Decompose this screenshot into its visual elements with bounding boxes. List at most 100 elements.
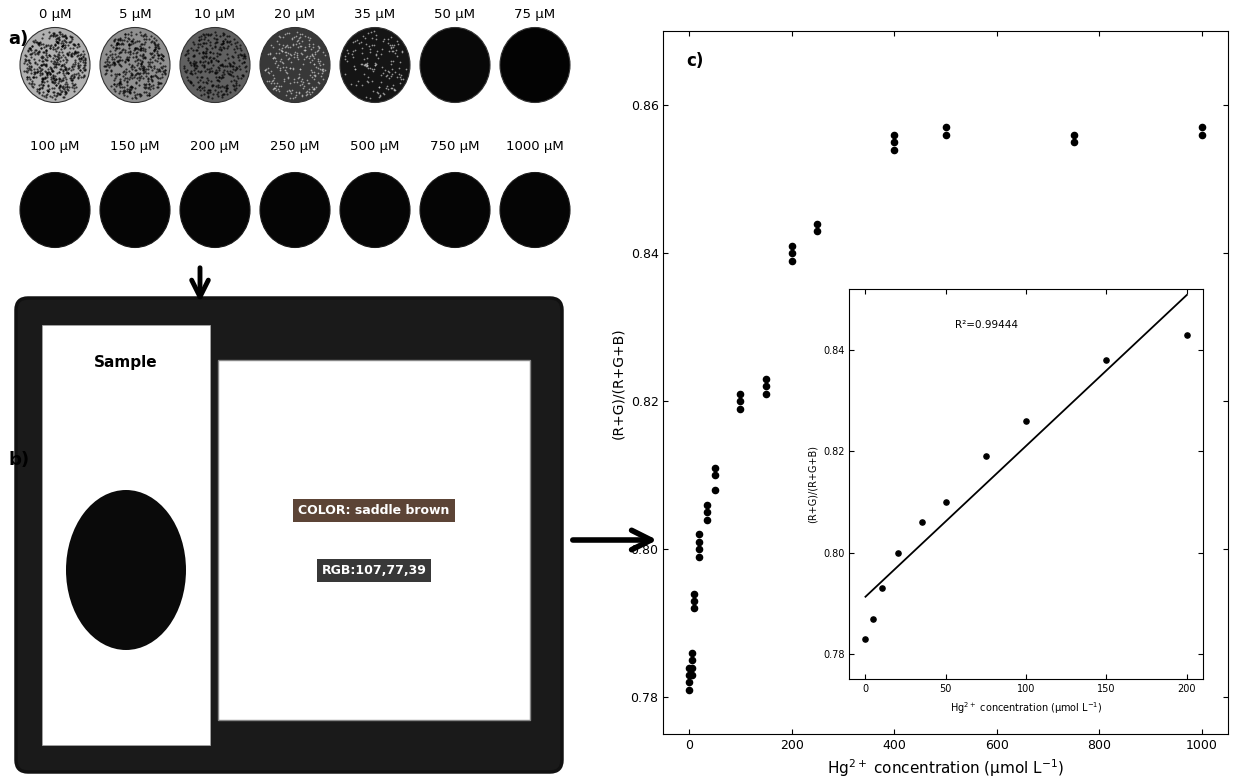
Point [148,71,167,84]
Point [361,26,381,38]
Point [192,51,212,63]
Point [231,62,250,75]
Point [280,85,300,98]
Text: 100 μM: 100 μM [30,140,79,153]
Point [123,60,143,73]
Point [100,69,120,81]
Point [213,87,233,100]
Point [213,37,233,50]
Point [233,55,253,68]
Point [55,51,74,63]
Point [37,84,57,96]
Point [195,46,215,59]
Point [155,68,175,80]
Point [56,87,76,100]
Point [124,36,144,48]
Point [370,81,389,94]
Point [53,80,73,93]
Point [368,87,388,99]
Point [47,58,67,70]
Point [197,43,217,55]
Point [94,56,114,69]
Point [68,59,88,72]
Point [19,60,38,73]
Point [66,45,86,57]
Point [47,35,67,48]
Y-axis label: (R+G)/(R+G+B): (R+G)/(R+G+B) [807,445,817,523]
Point [61,35,81,48]
Point [48,66,68,78]
Point [143,47,162,59]
Point [176,49,196,62]
Point [260,65,280,77]
Point [704,462,724,474]
Point [277,27,296,40]
Point [20,41,40,54]
Point [357,62,377,75]
Point [41,42,61,55]
Point [143,70,162,83]
Point [131,38,151,51]
Point [215,59,234,72]
Point [104,35,124,48]
Point [29,37,48,49]
Point [41,39,61,52]
Point [126,77,146,90]
Point [125,63,145,76]
Point [217,79,237,91]
Point [730,395,750,408]
Point [231,48,250,60]
Point [263,83,283,95]
Point [104,52,124,65]
Point [115,27,135,40]
Point [43,52,63,64]
Point [46,79,66,91]
Point [201,65,221,77]
Point [232,49,252,62]
Point [355,58,374,70]
Point [299,40,319,52]
Point [291,48,311,61]
Point [273,31,293,44]
Point [201,27,221,40]
Point [131,28,151,41]
Point [110,74,130,87]
Point [312,66,332,79]
Point [288,34,308,46]
Point [730,387,750,400]
Point [258,62,278,75]
Point [47,53,67,66]
Point [181,59,201,71]
Point [22,80,42,92]
Point [153,49,172,62]
Point [119,38,139,51]
Point [113,44,133,56]
Point [215,54,234,66]
Point [181,76,201,88]
Point [371,89,391,102]
Point [388,37,408,50]
Point [149,48,169,61]
Point [227,79,247,91]
Point [145,43,165,55]
Point [756,380,776,393]
Point [32,88,52,101]
Point [382,55,402,67]
Point [128,52,148,65]
Point [217,65,237,77]
Point [73,53,93,66]
Point [193,55,213,68]
Point [51,85,71,98]
Point [58,66,78,79]
Point [309,41,329,54]
Point [680,683,699,696]
Point [217,30,237,43]
Point [64,47,84,59]
Point [196,28,216,41]
Point [362,31,382,44]
Point [206,29,226,41]
Point [107,70,126,83]
Ellipse shape [500,27,570,102]
Point [391,56,410,69]
Point [117,53,136,66]
